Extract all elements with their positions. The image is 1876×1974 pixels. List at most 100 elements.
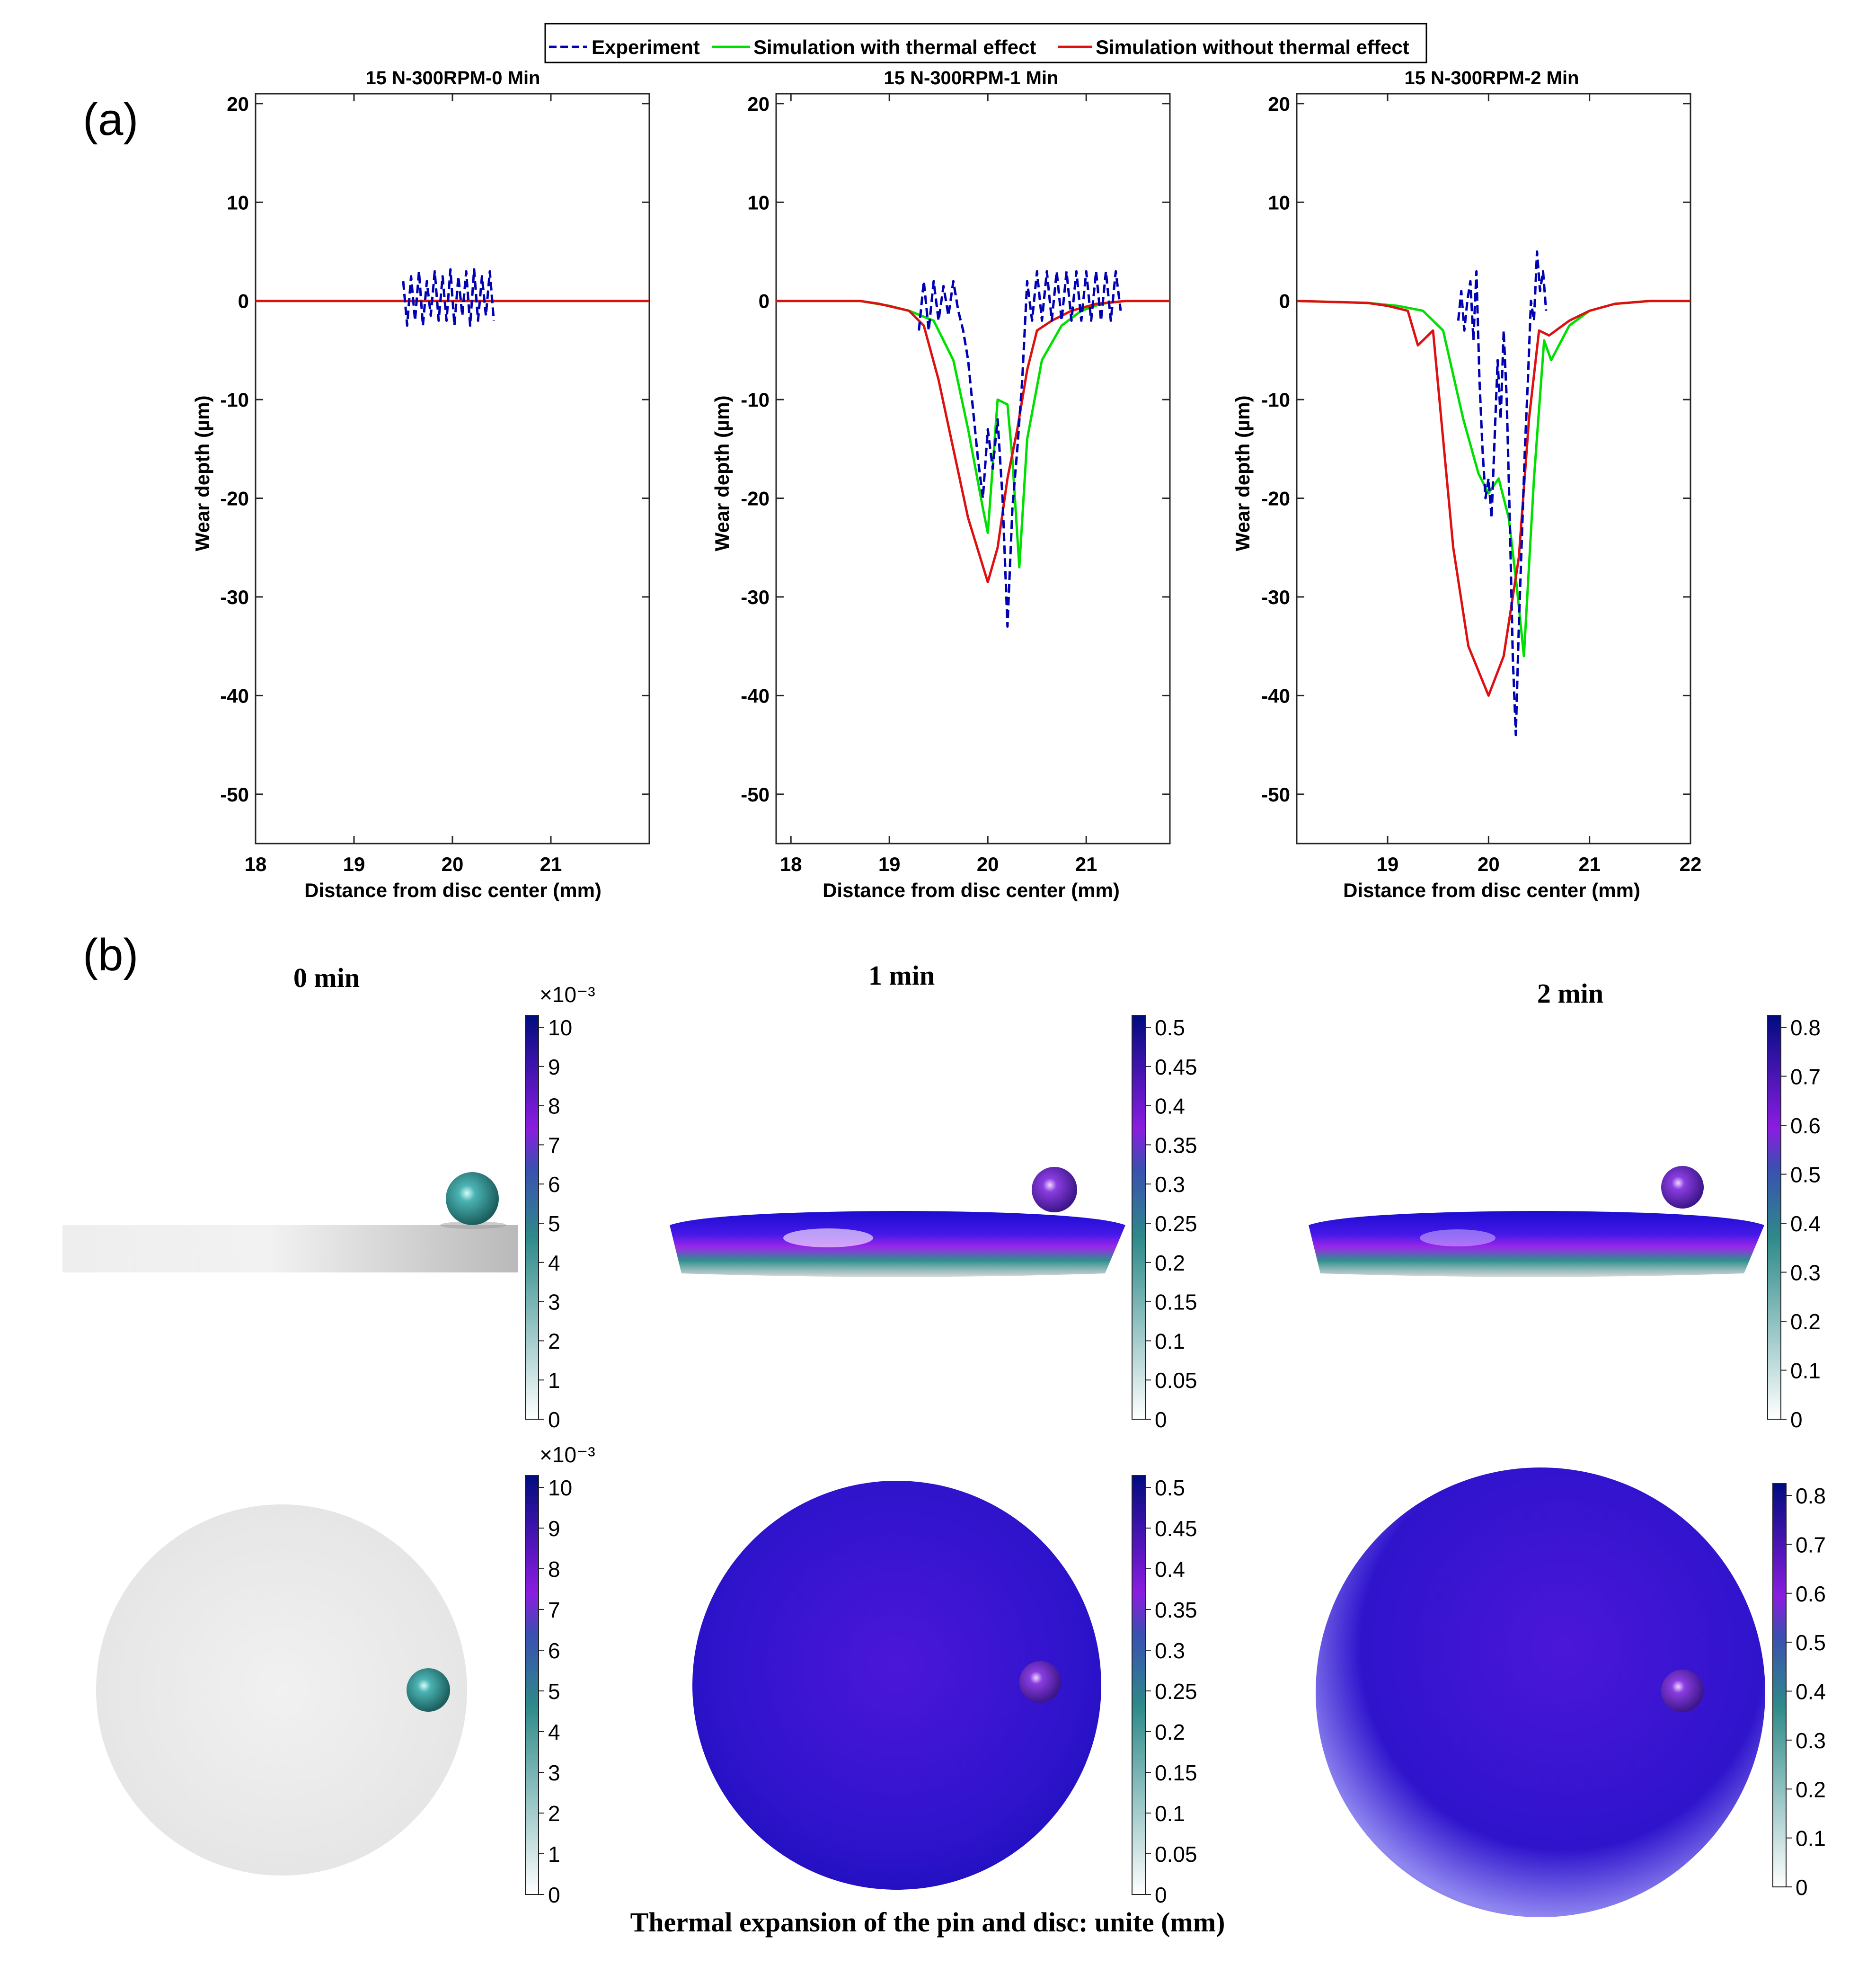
colorbar-gradient — [525, 1475, 539, 1895]
colorbar-tick-label: 0.2 — [1790, 1309, 1821, 1334]
sim-time-0: 0 min — [293, 962, 360, 993]
colorbar-tick-label: 0.2 — [1155, 1251, 1185, 1275]
chart-title: 15 N-300RPM-2 Min — [1405, 68, 1579, 89]
y-tick-label: -50 — [741, 783, 770, 806]
y-tick-label: -20 — [220, 488, 249, 510]
colorbar-tick-label: 0.45 — [1155, 1516, 1197, 1541]
colorbar-tick-label: 0 — [1155, 1407, 1167, 1432]
colorbar-tick-label: 0.4 — [1155, 1557, 1185, 1582]
colorbar-tick-label: 0.2 — [1155, 1720, 1185, 1744]
colorbar-tick-label: 0.45 — [1155, 1055, 1197, 1079]
x-tick-label: 20 — [977, 853, 999, 875]
x-tick-label: 22 — [1680, 853, 1702, 875]
y-tick-label: -10 — [741, 389, 770, 411]
x-tick-label: 18 — [780, 853, 802, 875]
plot-frame — [255, 93, 650, 845]
y-axis-label: Wear depth (µm) — [1231, 395, 1254, 551]
colorbar-tick-label: 0.8 — [1796, 1484, 1826, 1508]
sim-caption: Thermal expansion of the pin and disc: u… — [630, 1907, 1225, 1938]
colorbar-tick-label: 0.3 — [1155, 1638, 1185, 1663]
colorbar-tick-label: 0 — [1796, 1875, 1808, 1900]
series-experiment — [1457, 250, 1548, 737]
disc-top — [692, 1481, 1101, 1890]
colorbar-tick-label: 1 — [548, 1842, 560, 1867]
series-experiment — [402, 268, 495, 327]
chart-title: 15 N-300RPM-0 Min — [366, 68, 540, 89]
colorbar-tick-label: 10 — [548, 1476, 572, 1500]
panel-label-a: (a) — [83, 94, 138, 145]
y-tick-label: 10 — [747, 191, 770, 213]
disc-side — [62, 1225, 518, 1272]
y-tick-label: 20 — [747, 93, 770, 115]
colorbar-tick-label: 3 — [548, 1290, 560, 1315]
colorbar: 0.5 0.45 0.4 0.35 0.3 0.25 0.2 0.15 0.1 0.05 0 — [1132, 1015, 1197, 1432]
x-tick-label: 21 — [1578, 853, 1601, 875]
colorbar-tick-label: 0.4 — [1790, 1211, 1821, 1236]
chart-2min: 15 N-300RPM-2 Min Distance from disc cen… — [1231, 68, 1701, 901]
colorbar-tick-label: 0.8 — [1790, 1015, 1821, 1040]
colorbar-tick-label: 0.7 — [1790, 1065, 1821, 1089]
disc-top — [96, 1504, 467, 1876]
simulation-panel: 0 min 1 min 2 min — [62, 960, 1826, 1938]
colorbar-tick-label: 0.5 — [1796, 1630, 1826, 1655]
colorbar-tick-label: 0.3 — [1155, 1172, 1185, 1197]
chart-0min: 15 N-300RPM-0 Min Distance from disc cen… — [191, 68, 650, 901]
y-tick-label: -30 — [741, 586, 770, 608]
y-tick-label: -30 — [1261, 586, 1290, 608]
y-tick-label: -50 — [220, 783, 249, 806]
side-view-1min — [670, 1167, 1125, 1277]
y-tick-label: 20 — [1268, 93, 1290, 115]
colorbar-tick-label: 1 — [548, 1368, 560, 1393]
x-tick-label: 21 — [1075, 853, 1097, 875]
colorbar-tick-label: 5 — [548, 1211, 560, 1236]
disc-top — [1316, 1467, 1765, 1917]
colorbar-gradient — [1767, 1015, 1781, 1420]
x-tick-label: 19 — [1377, 853, 1399, 875]
colorbar-tick-label: 0.3 — [1790, 1261, 1821, 1285]
colorbar-tick-label: 0.6 — [1790, 1113, 1821, 1138]
legend-box — [544, 23, 1427, 63]
colorbar-tick-label: 6 — [548, 1172, 560, 1197]
x-tick-label: 21 — [540, 853, 562, 875]
top-view-0min — [96, 1504, 467, 1876]
colorbar-tick-label: 8 — [548, 1094, 560, 1119]
sim-time-1: 1 min — [868, 960, 935, 991]
x-axis-label: Distance from disc center (mm) — [1343, 879, 1640, 901]
x-axis-label: Distance from disc center (mm) — [823, 879, 1120, 901]
colorbar-multiplier: ×10⁻³ — [540, 982, 595, 1007]
pin-ball — [407, 1668, 450, 1712]
colorbar-tick-label: 0 — [548, 1883, 560, 1907]
colorbar-tick-label: 0.1 — [1155, 1801, 1185, 1826]
colorbar-tick-label: 0.7 — [1796, 1532, 1826, 1557]
colorbar-tick-label: 0.2 — [1796, 1777, 1826, 1802]
colorbar-multiplier: ×10⁻³ — [540, 1442, 595, 1467]
y-tick-label: -40 — [741, 685, 770, 707]
series-simulation-with-thermal-effect — [1297, 300, 1690, 658]
colorbar: 0.8 0.7 0.6 0.5 0.4 0.3 0.2 0.1 0 — [1772, 1483, 1826, 1900]
y-tick-label: 10 — [227, 191, 249, 213]
y-tick-label: -20 — [1261, 488, 1290, 510]
colorbar-tick-label: 0.35 — [1155, 1598, 1197, 1622]
panel-label-b: (b) — [83, 930, 138, 980]
colorbar-tick-label: 9 — [548, 1055, 560, 1079]
x-tick-label: 19 — [343, 853, 365, 875]
colorbar-tick-label: 6 — [548, 1638, 560, 1663]
side-view-2min — [1309, 1166, 1764, 1277]
chart-1min: 15 N-300RPM-1 Min Distance from disc cen… — [711, 68, 1171, 901]
y-tick-label: -10 — [220, 389, 249, 411]
colorbar-tick-label: 0.15 — [1155, 1761, 1197, 1785]
colorbar-tick-label: 2 — [548, 1801, 560, 1826]
y-tick-label: -50 — [1261, 783, 1290, 806]
colorbar-tick-label: 9 — [548, 1516, 560, 1541]
disc-highlight — [783, 1228, 873, 1247]
colorbar: 0.5 0.45 0.4 0.35 0.3 0.25 0.2 0.15 0.1 0.05 0 — [1132, 1475, 1197, 1907]
plot-frame — [775, 93, 1171, 845]
series-simulation-with-thermal-effect — [776, 300, 1170, 569]
series-simulation-without-thermal-effect — [1297, 300, 1690, 697]
colorbar-tick-label: 0.05 — [1155, 1842, 1197, 1867]
colorbar-tick-label: 0.5 — [1155, 1015, 1185, 1040]
colorbar-tick-label: 0.15 — [1155, 1290, 1197, 1315]
y-tick-label: 0 — [1279, 290, 1290, 312]
colorbar-tick-label: 0.4 — [1155, 1094, 1185, 1119]
